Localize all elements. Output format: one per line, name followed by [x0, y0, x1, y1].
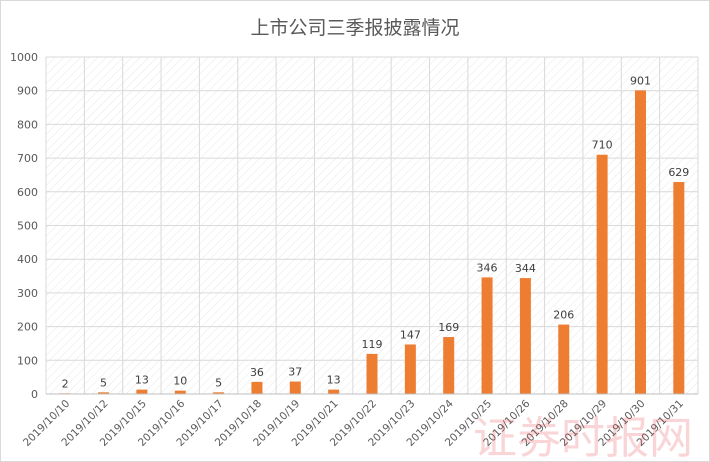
data-label: 206 — [553, 309, 574, 322]
y-tick-label: 700 — [17, 152, 38, 165]
data-label: 147 — [400, 328, 421, 341]
bar — [174, 390, 186, 394]
data-label: 2 — [62, 377, 69, 390]
bar — [289, 381, 301, 394]
y-tick-label: 900 — [17, 85, 38, 98]
bar — [673, 182, 685, 394]
data-label: 710 — [592, 139, 613, 152]
y-tick-label: 0 — [31, 388, 38, 401]
bar — [634, 90, 646, 394]
y-tick-label: 800 — [17, 118, 38, 131]
data-label: 119 — [362, 338, 383, 351]
bar — [213, 392, 225, 394]
bar — [596, 154, 608, 394]
data-label: 5 — [100, 376, 107, 389]
bar — [136, 389, 148, 394]
y-tick-label: 200 — [17, 321, 38, 334]
data-label: 169 — [438, 321, 459, 334]
data-label: 5 — [215, 376, 222, 389]
chart-title: 上市公司三季报披露情况 — [250, 17, 460, 39]
bar — [251, 381, 263, 394]
y-tick-label: 600 — [17, 186, 38, 199]
data-label: 13 — [327, 374, 341, 387]
bar — [443, 337, 455, 394]
data-label: 629 — [668, 166, 689, 179]
data-label: 10 — [173, 375, 187, 388]
bar — [481, 277, 493, 394]
data-label: 36 — [250, 366, 264, 379]
bar — [519, 278, 531, 394]
data-label: 344 — [515, 262, 536, 275]
bar — [404, 344, 416, 394]
y-tick-label: 500 — [17, 220, 38, 233]
bar — [98, 392, 110, 394]
watermark: 证券时报网 — [473, 413, 693, 461]
y-tick-label: 400 — [17, 253, 38, 266]
data-label: 13 — [135, 374, 149, 387]
data-label: 901 — [630, 74, 651, 87]
data-label: 37 — [288, 366, 302, 379]
y-tick-label: 1000 — [10, 51, 38, 64]
bar — [558, 324, 570, 394]
y-tick-label: 300 — [17, 287, 38, 300]
bar — [366, 353, 378, 394]
y-tick-label: 100 — [17, 354, 38, 367]
data-label: 346 — [477, 261, 498, 274]
bar — [328, 389, 340, 394]
